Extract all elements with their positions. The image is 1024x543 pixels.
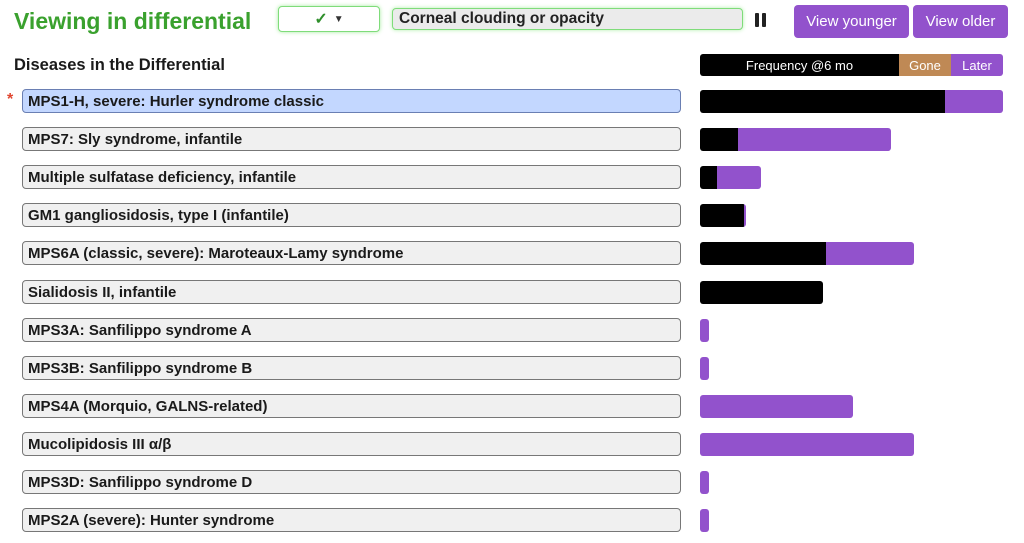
section-title: Diseases in the Differential bbox=[14, 56, 225, 74]
frequency-segment bbox=[700, 204, 744, 228]
disease-button[interactable]: MPS3B: Sanfilippo syndrome B bbox=[22, 355, 681, 380]
legend-later: Later bbox=[951, 54, 1003, 76]
disease-row: MPS3A: Sanfilippo syndrome A bbox=[0, 317, 1024, 343]
frequency-segment bbox=[700, 242, 826, 266]
disease-button[interactable]: MPS6A (classic, severe): Maroteaux-Lamy … bbox=[22, 241, 681, 266]
disease-row: Mucolipidosis III α/β bbox=[0, 431, 1024, 457]
legend-frequency: Frequency @6 mo bbox=[700, 54, 899, 76]
later-segment bbox=[700, 432, 914, 456]
disease-row: Multiple sulfatase deficiency, infantile bbox=[0, 164, 1024, 190]
disease-button[interactable]: MPS4A (Morquio, GALNS-related) bbox=[22, 393, 681, 418]
frequency-bar bbox=[700, 394, 853, 418]
filter-dropdown[interactable]: ✓ ▼ bbox=[278, 6, 380, 32]
frequency-segment bbox=[700, 280, 823, 304]
later-segment bbox=[700, 356, 709, 380]
disease-button[interactable]: Multiple sulfatase deficiency, infantile bbox=[22, 165, 681, 190]
legend-gone: Gone bbox=[899, 54, 951, 76]
frequency-segment bbox=[700, 128, 738, 152]
disease-row: MPS3D: Sanfilippo syndrome D bbox=[0, 469, 1024, 495]
disease-row: GM1 gangliosidosis, type I (infantile) bbox=[0, 202, 1024, 228]
frequency-bar bbox=[700, 318, 709, 342]
disease-button[interactable]: MPS2A (severe): Hunter syndrome bbox=[22, 508, 681, 533]
frequency-bar bbox=[700, 204, 746, 228]
disease-button[interactable]: MPS3D: Sanfilippo syndrome D bbox=[22, 470, 681, 494]
later-segment bbox=[744, 204, 746, 228]
later-segment bbox=[717, 166, 761, 190]
disease-row: MPS7: Sly syndrome, infantile bbox=[0, 126, 1024, 152]
frequency-bar bbox=[700, 128, 891, 152]
selected-asterisk-icon: * bbox=[7, 91, 14, 108]
later-segment bbox=[700, 394, 853, 418]
disease-row: MPS4A (Morquio, GALNS-related) bbox=[0, 393, 1024, 419]
frequency-bar bbox=[700, 166, 761, 190]
disease-row: Sialidosis II, infantile bbox=[0, 279, 1024, 305]
frequency-bar bbox=[700, 90, 1003, 113]
view-older-button[interactable]: View older bbox=[913, 5, 1008, 38]
frequency-legend: Frequency @6 mo Gone Later bbox=[700, 54, 1003, 76]
disease-row: MPS2A (severe): Hunter syndrome bbox=[0, 507, 1024, 533]
disease-button[interactable]: MPS7: Sly syndrome, infantile bbox=[22, 127, 681, 152]
check-icon: ✓ bbox=[314, 11, 328, 28]
later-segment bbox=[945, 90, 1003, 113]
later-segment bbox=[826, 242, 914, 266]
frequency-segment bbox=[700, 166, 717, 190]
frequency-bar bbox=[700, 242, 914, 266]
disease-button[interactable]: GM1 gangliosidosis, type I (infantile) bbox=[22, 203, 681, 228]
caret-down-icon: ▼ bbox=[333, 13, 344, 25]
frequency-bar bbox=[700, 356, 709, 380]
later-segment bbox=[738, 128, 891, 152]
disease-button[interactable]: MPS3A: Sanfilippo syndrome A bbox=[22, 317, 681, 342]
disease-row: MPS3B: Sanfilippo syndrome B bbox=[0, 355, 1024, 381]
disease-button[interactable]: Sialidosis II, infantile bbox=[22, 279, 681, 304]
frequency-bar bbox=[700, 471, 709, 494]
later-segment bbox=[700, 318, 709, 342]
frequency-bar bbox=[700, 509, 709, 533]
frequency-segment bbox=[700, 90, 945, 113]
later-segment bbox=[700, 509, 709, 533]
frequency-bar bbox=[700, 432, 914, 456]
disease-row: MPS6A (classic, severe): Maroteaux-Lamy … bbox=[0, 240, 1024, 266]
disease-button[interactable]: MPS1-H, severe: Hurler syndrome classic bbox=[22, 89, 681, 113]
page-title: Viewing in differential bbox=[14, 8, 252, 34]
view-younger-button[interactable]: View younger bbox=[794, 5, 909, 38]
frequency-bar bbox=[700, 280, 823, 304]
pause-icon[interactable] bbox=[755, 13, 766, 27]
disease-button[interactable]: Mucolipidosis III α/β bbox=[22, 431, 681, 456]
later-segment bbox=[700, 471, 709, 494]
symptom-field[interactable]: Corneal clouding or opacity bbox=[392, 8, 743, 30]
disease-row: * MPS1-H, severe: Hurler syndrome classic bbox=[0, 88, 1024, 114]
